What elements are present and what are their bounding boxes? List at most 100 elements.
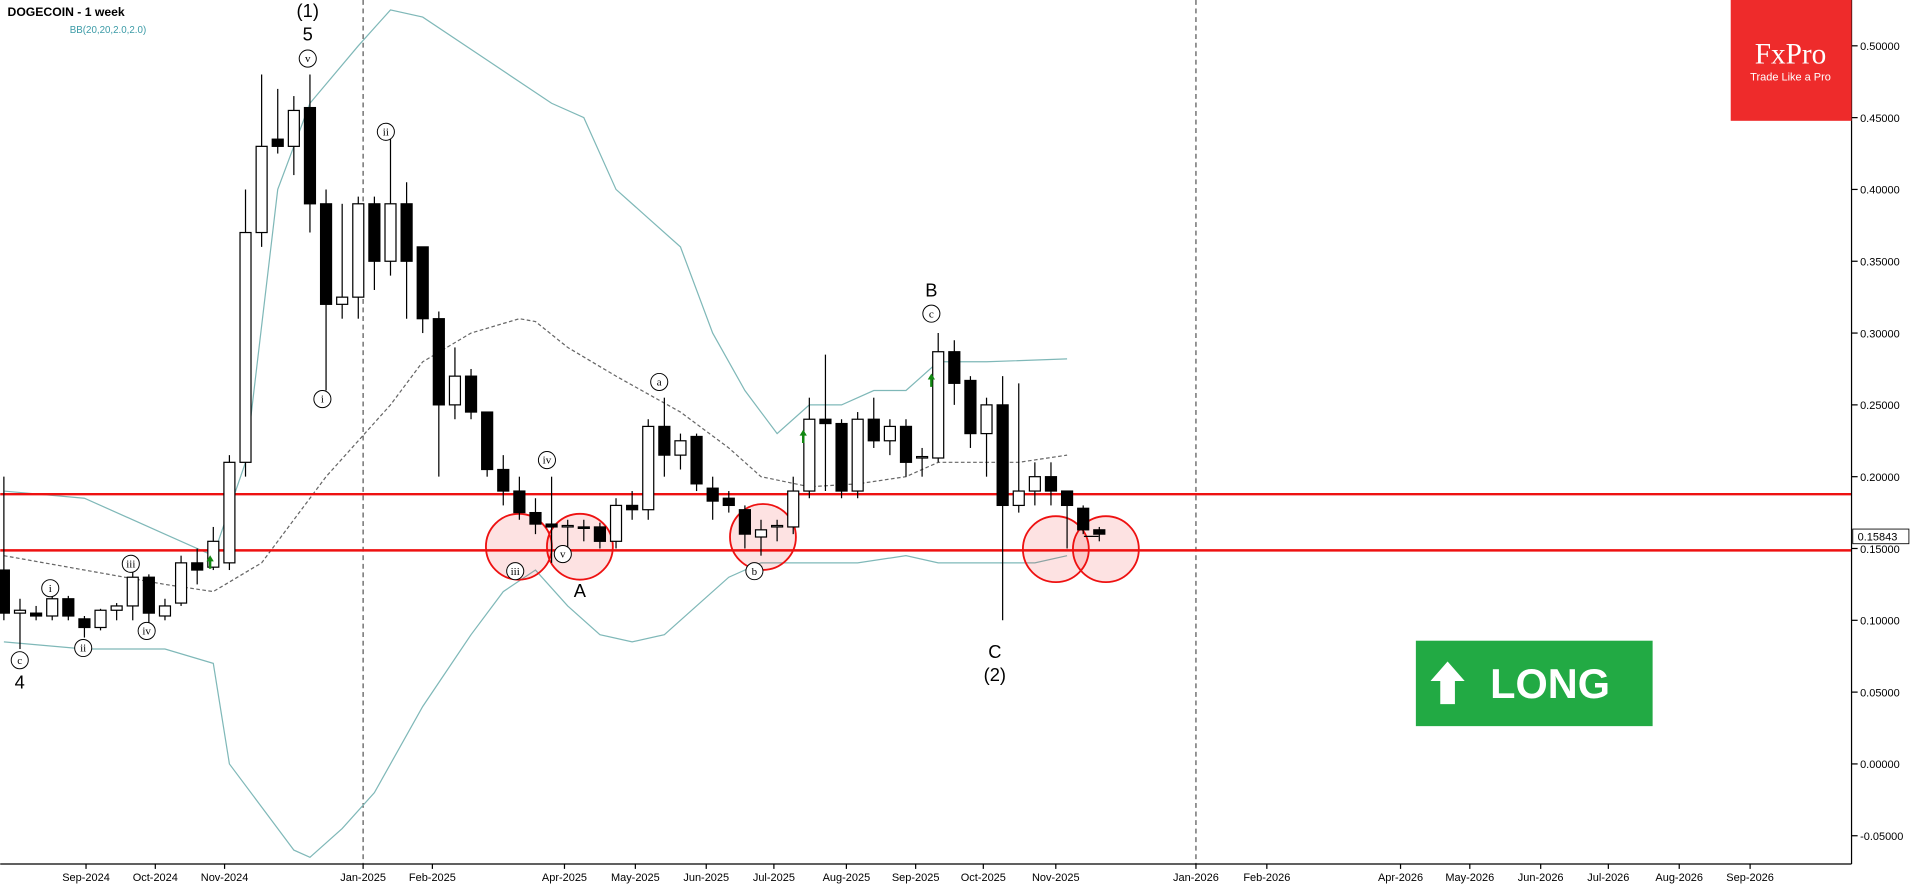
x-tick-label: Nov-2024 [201, 872, 249, 884]
logo: FxPro Trade Like a Pro [1730, 0, 1852, 121]
candle-body [1060, 490, 1074, 507]
wave-label: ii [80, 643, 86, 655]
candle-body [13, 609, 27, 614]
wave-label: ii [383, 126, 389, 138]
x-tick-label: Jun-2026 [1518, 872, 1564, 884]
wave-circle [313, 390, 332, 409]
candle-body [1012, 490, 1025, 507]
y-tick-label: 0.15000 [1860, 544, 1900, 556]
wave-label: b [752, 566, 758, 578]
candle-body [432, 318, 445, 406]
x-tick-label: Feb-2025 [409, 872, 456, 884]
candle-body [722, 497, 735, 507]
y-tick-label: 0.00000 [1860, 759, 1900, 771]
x-tick-label: Jan-2026 [1173, 872, 1219, 884]
candle-body [577, 526, 590, 529]
candle-body [110, 605, 123, 611]
candle-body [271, 138, 284, 147]
wave-label: v [560, 549, 566, 561]
wave-circle [506, 562, 525, 581]
candle-body [191, 562, 204, 571]
chart-title: DOGECOIN - 1 week [8, 5, 125, 19]
wave-circle [537, 451, 556, 470]
candle-body [448, 375, 462, 406]
y-tick-label: 0.20000 [1860, 472, 1900, 484]
wave-label: i [321, 394, 324, 406]
candle-body [239, 231, 252, 463]
y-tick-label: 0.40000 [1860, 185, 1900, 197]
x-tick-label: Jan-2025 [340, 872, 386, 884]
candle-body [78, 618, 91, 629]
candle-body [400, 203, 413, 262]
candle-body [62, 598, 75, 617]
bollinger-middle [3, 318, 1068, 593]
x-tick-label: Aug-2025 [823, 872, 871, 884]
candle-body [126, 576, 139, 607]
x-tick-label: Feb-2026 [1243, 872, 1290, 884]
x-tick-label: Sep-2026 [1726, 872, 1774, 884]
logo-text: FxPro [1755, 38, 1827, 70]
candle-body [674, 440, 687, 456]
candle-body [754, 529, 768, 538]
y-tick-label: 0.45000 [1860, 113, 1900, 125]
y-tick-label: -0.05000 [1860, 831, 1903, 843]
bollinger-lower [3, 555, 1068, 859]
y-tick-label: 0.25000 [1860, 400, 1900, 412]
x-tick-label: Sep-2024 [62, 872, 110, 884]
candle-body [352, 203, 365, 298]
candle-body [513, 490, 526, 514]
wave-circle [137, 621, 156, 640]
wave-label: v [305, 53, 311, 65]
candle-body [899, 425, 913, 463]
signal-arrow [206, 555, 214, 569]
wave-circle [121, 554, 140, 573]
signal-arrow [799, 429, 807, 443]
y-tick-label: 0.50000 [1860, 41, 1900, 53]
x-tick-label: Apr-2025 [542, 872, 587, 884]
candle-body [1028, 476, 1041, 492]
y-tick-label: 0.05000 [1860, 687, 1900, 699]
candle-body [738, 509, 751, 535]
candle-body [803, 418, 816, 492]
x-tick-label: Jun-2025 [683, 872, 729, 884]
candle-body [416, 246, 429, 320]
candle-body [932, 351, 945, 459]
wave-label: iii [126, 558, 135, 570]
candle-body [996, 404, 1009, 507]
candle-body [1093, 529, 1106, 535]
wave-label: i [49, 583, 52, 595]
candle-body [497, 468, 510, 492]
candle-body [1077, 507, 1090, 531]
candle-body [690, 435, 703, 485]
y-tick-label: 0.35000 [1860, 257, 1900, 269]
wave-label: 5 [303, 23, 313, 44]
wave-circle [376, 122, 395, 141]
candle-body [851, 418, 864, 492]
candle-body [303, 106, 317, 205]
candle-body [158, 605, 172, 617]
signal-badge: LONG [1415, 640, 1653, 727]
candle-body [819, 418, 832, 425]
wave-circle [298, 49, 317, 68]
wave-label: iii [511, 566, 520, 578]
signal-text: LONG [1490, 660, 1610, 707]
wave-label: C [988, 641, 1001, 662]
last-price-box [1852, 528, 1910, 545]
candle-body [29, 612, 43, 617]
y-tick-label: 0.10000 [1860, 616, 1900, 628]
candle-body [883, 425, 896, 442]
wave-label: c [929, 308, 934, 320]
candle-body [835, 422, 848, 492]
candle-body [464, 375, 478, 413]
candle-body [481, 411, 494, 471]
candle-body [384, 203, 397, 262]
candle-body [1044, 476, 1058, 492]
candle-body [787, 490, 800, 528]
x-tick-label: Aug-2026 [1655, 872, 1703, 884]
wave-label: (2) [984, 664, 1006, 685]
wave-label: iv [543, 455, 552, 467]
candle-body [915, 455, 929, 459]
candle-body [593, 526, 607, 542]
